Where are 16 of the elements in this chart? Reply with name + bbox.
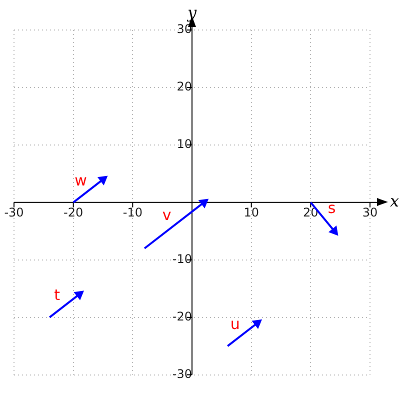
y-tick-label: 20 bbox=[176, 80, 192, 94]
y-tick-label: -10 bbox=[172, 252, 192, 266]
x-tick-label: 10 bbox=[244, 206, 259, 220]
x-tick-label: 30 bbox=[362, 206, 378, 220]
series-label: u bbox=[230, 314, 240, 333]
series-label: s bbox=[328, 199, 336, 218]
y-tick-label: 10 bbox=[176, 137, 192, 152]
x-axis-title: x bbox=[390, 192, 400, 211]
y-tick-label: -20 bbox=[172, 309, 192, 324]
y-tick-label: -30 bbox=[172, 366, 192, 381]
x-tick-label: -20 bbox=[64, 206, 84, 220]
x-tick-label: -30 bbox=[4, 206, 24, 220]
series-label: w bbox=[74, 171, 87, 190]
x-tick-label: -10 bbox=[122, 206, 142, 220]
series-label: v bbox=[162, 206, 172, 224]
series-label: t bbox=[54, 286, 60, 304]
